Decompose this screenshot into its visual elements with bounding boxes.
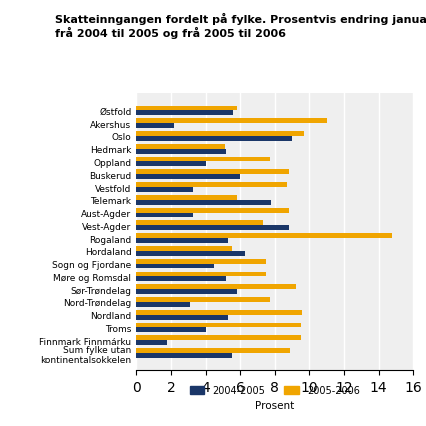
Bar bbox=[136, 259, 266, 264]
Bar bbox=[136, 226, 289, 230]
Bar bbox=[136, 251, 245, 256]
Bar bbox=[136, 170, 289, 175]
Bar bbox=[136, 336, 301, 340]
Bar bbox=[136, 290, 237, 294]
Bar bbox=[136, 297, 270, 302]
Bar bbox=[136, 196, 237, 200]
Bar bbox=[136, 264, 214, 269]
Bar bbox=[136, 246, 231, 251]
Bar bbox=[136, 175, 240, 180]
X-axis label: Prosent: Prosent bbox=[255, 400, 294, 410]
Bar bbox=[136, 340, 167, 345]
Bar bbox=[136, 315, 228, 320]
Bar bbox=[136, 150, 226, 154]
Bar bbox=[136, 234, 392, 239]
Bar bbox=[136, 285, 296, 290]
Bar bbox=[136, 137, 292, 141]
Bar bbox=[136, 310, 302, 315]
Bar bbox=[136, 239, 228, 243]
Bar bbox=[136, 200, 271, 205]
Bar bbox=[136, 353, 231, 358]
Bar bbox=[136, 221, 263, 226]
Bar bbox=[136, 277, 226, 282]
Bar bbox=[136, 328, 205, 333]
Text: Skatteinngangen fordelt på fylke. Prosentvis endring januar-mai
frå 2004 til 200: Skatteinngangen fordelt på fylke. Prosen… bbox=[55, 13, 426, 39]
Legend: 2004-2005, 2005-2006: 2004-2005, 2005-2006 bbox=[186, 381, 364, 399]
Bar bbox=[136, 119, 327, 124]
Bar bbox=[136, 111, 233, 116]
Bar bbox=[136, 302, 190, 307]
Bar bbox=[136, 272, 266, 277]
Bar bbox=[136, 132, 304, 137]
Bar bbox=[136, 213, 193, 218]
Bar bbox=[136, 124, 174, 129]
Bar bbox=[136, 323, 301, 328]
Bar bbox=[136, 348, 291, 353]
Bar bbox=[136, 106, 237, 111]
Bar bbox=[136, 187, 193, 193]
Bar bbox=[136, 144, 225, 150]
Bar bbox=[136, 162, 205, 167]
Bar bbox=[136, 157, 270, 162]
Bar bbox=[136, 183, 287, 187]
Bar bbox=[136, 208, 289, 213]
